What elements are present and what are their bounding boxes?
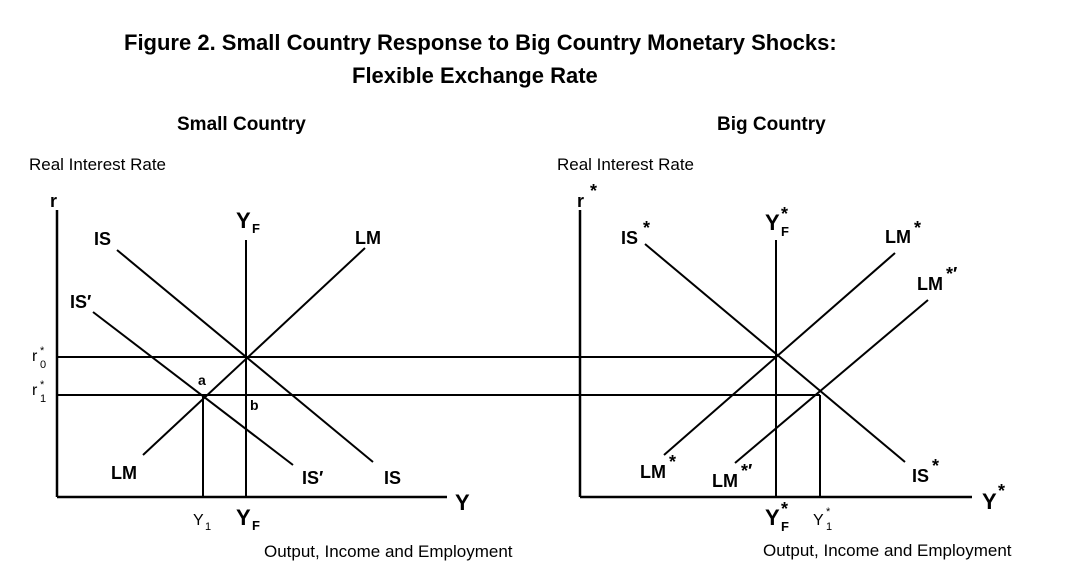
big-yf-bottom-sup: *	[781, 499, 788, 519]
big-yf-top-sup: *	[781, 204, 788, 224]
small-yf-top-label: Y	[236, 208, 251, 233]
small-is-top-label: IS	[94, 229, 111, 249]
small-is-bottom-label: IS	[384, 468, 401, 488]
big-y1-label: Y	[813, 512, 824, 529]
big-country-title: Big Country	[717, 114, 826, 135]
big-lm-bottom-label: LM	[640, 462, 666, 482]
small-y1-label: Y	[193, 512, 204, 529]
big-lm-prime-bottom-label: LM	[712, 471, 738, 491]
big-yf-top-label: Y	[765, 210, 780, 235]
small-r0-label: r	[32, 348, 38, 365]
small-country-panel: r Y Y F Y F Y 1 r * 0 r * 1 IS IS IS′ IS…	[32, 191, 470, 533]
big-x-axis-title: Output, Income and Employment	[763, 541, 1012, 560]
small-r-axis-label: r	[50, 191, 57, 211]
small-r0-sub: 0	[40, 359, 46, 371]
big-lm-curve	[663, 252, 896, 456]
small-r1-label: r	[32, 382, 38, 399]
small-r0-sup: *	[40, 345, 45, 357]
big-lm-top-label: LM	[885, 227, 911, 247]
big-lm-top-sup: *	[914, 218, 921, 238]
figure-title-line2: Flexible Exchange Rate	[352, 63, 598, 88]
big-lm-bottom-sup: *	[669, 452, 676, 472]
small-r1-sup: *	[40, 379, 45, 391]
big-lm-prime-top-label: LM	[917, 274, 943, 294]
small-r1-sub: 1	[40, 393, 46, 405]
big-yf-top-sub: F	[781, 224, 789, 239]
small-country-title: Small Country	[177, 114, 306, 135]
big-y1-sup: *	[826, 506, 831, 518]
big-y-axis-label: Y	[982, 489, 997, 514]
big-yf-bottom-label: Y	[765, 505, 780, 530]
small-lm-curve	[142, 247, 366, 456]
big-y-axis-title: Real Interest Rate	[557, 155, 695, 174]
big-y1-sub: 1	[826, 521, 832, 533]
small-is-prime-bottom-label: IS′	[302, 468, 323, 488]
big-country-panel: r * Y * Y * F Y * F Y * 1 IS * IS * LM *…	[577, 181, 1005, 534]
small-yf-top-sub: F	[252, 221, 260, 236]
point-a-label: a	[198, 372, 206, 388]
big-r-axis-sup: *	[590, 181, 597, 201]
small-yf-bottom-label: Y	[236, 505, 251, 530]
big-is-top-sup: *	[643, 218, 650, 238]
small-y-axis-title: Real Interest Rate	[29, 155, 167, 174]
big-is-top-label: IS	[621, 228, 638, 248]
small-lm-top-label: LM	[355, 228, 381, 248]
big-y-axis-sup: *	[998, 481, 1005, 501]
small-y-axis-label: Y	[455, 490, 470, 515]
small-y1-sub: 1	[205, 521, 211, 533]
big-is-bottom-sup: *	[932, 456, 939, 476]
small-is-prime-top-label: IS′	[70, 292, 91, 312]
figure-title-line1: Figure 2. Small Country Response to Big …	[124, 30, 837, 55]
big-is-curve	[644, 243, 906, 463]
small-is-prime-curve	[92, 311, 294, 466]
small-x-axis-title: Output, Income and Employment	[264, 542, 513, 561]
point-b-label: b	[250, 397, 259, 413]
small-lm-bottom-label: LM	[111, 463, 137, 483]
big-is-bottom-label: IS	[912, 466, 929, 486]
big-lm-prime-bottom-sup: *′	[741, 461, 752, 481]
big-r-axis-label: r	[577, 191, 584, 211]
small-yf-bottom-sub: F	[252, 518, 260, 533]
big-yf-bottom-sub: F	[781, 519, 789, 534]
big-lm-prime-top-sup: *′	[946, 264, 957, 284]
big-lm-prime-curve	[734, 299, 929, 464]
